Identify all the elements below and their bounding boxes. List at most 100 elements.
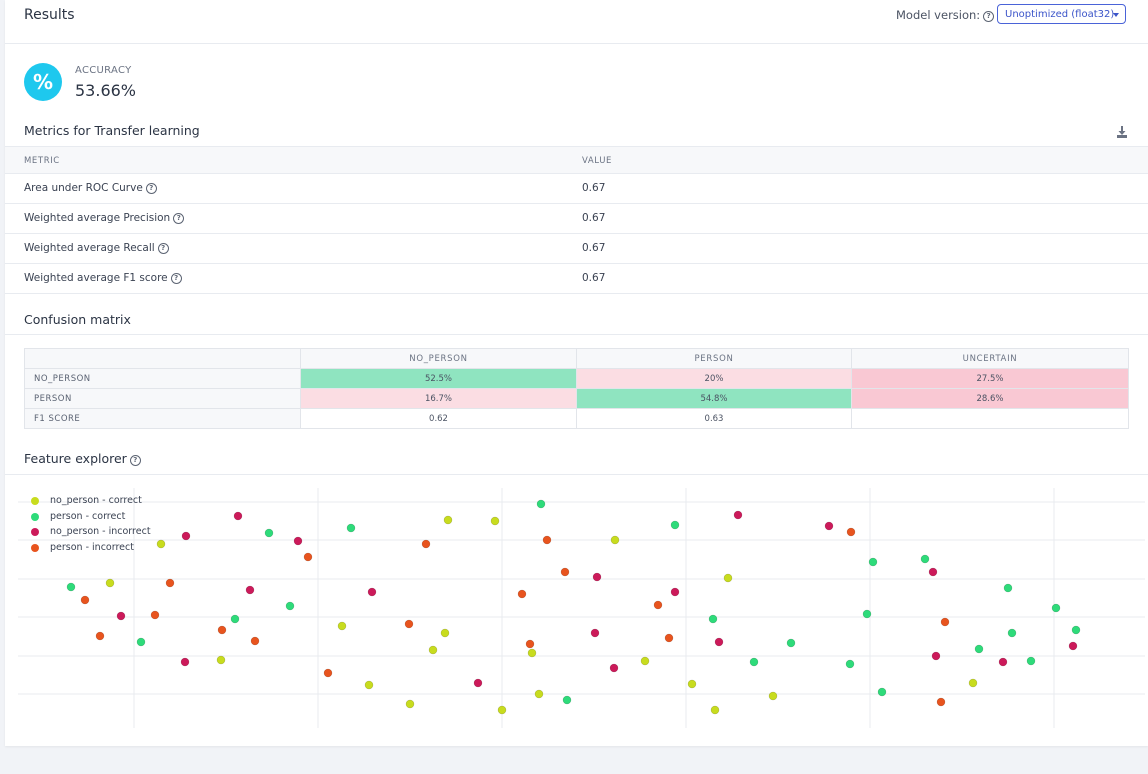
scatter-point[interactable] bbox=[733, 510, 743, 520]
scatter-point[interactable] bbox=[1071, 625, 1081, 635]
scatter-point[interactable] bbox=[708, 614, 718, 624]
legend-item[interactable]: person - incorrect bbox=[29, 540, 151, 556]
scatter-point[interactable] bbox=[150, 610, 160, 620]
scatter-point[interactable] bbox=[285, 601, 295, 611]
scatter-point[interactable] bbox=[877, 687, 887, 697]
scatter-point[interactable] bbox=[421, 539, 431, 549]
help-icon[interactable]: ? bbox=[170, 273, 182, 284]
scatter-point[interactable] bbox=[560, 567, 570, 577]
help-icon[interactable]: ? bbox=[145, 183, 157, 194]
scatter-point[interactable] bbox=[653, 600, 663, 610]
scatter-point[interactable] bbox=[824, 521, 834, 531]
scatter-point[interactable] bbox=[165, 578, 175, 588]
scatter-point[interactable] bbox=[293, 536, 303, 546]
scatter-point[interactable] bbox=[346, 523, 356, 533]
scatter-point[interactable] bbox=[233, 511, 243, 521]
scatter-point[interactable] bbox=[710, 705, 720, 715]
scatter-point[interactable] bbox=[786, 638, 796, 648]
scatter-point[interactable] bbox=[323, 668, 333, 678]
scatter-point[interactable] bbox=[714, 637, 724, 647]
metrics-header-row: METRIC VALUE bbox=[5, 146, 1148, 174]
download-icon[interactable] bbox=[1116, 125, 1128, 139]
legend-item[interactable]: no_person - incorrect bbox=[29, 524, 151, 540]
help-icon[interactable]: ? bbox=[173, 213, 185, 224]
scatter-point[interactable] bbox=[497, 705, 507, 715]
scatter-point[interactable] bbox=[181, 531, 191, 541]
scatter-point[interactable] bbox=[610, 535, 620, 545]
scatter-point[interactable] bbox=[940, 617, 950, 627]
scatter-point[interactable] bbox=[862, 609, 872, 619]
help-icon[interactable]: ? bbox=[129, 455, 141, 466]
scatter-point[interactable] bbox=[974, 644, 984, 654]
scatter-point[interactable] bbox=[592, 572, 602, 582]
scatter-point[interactable] bbox=[562, 695, 572, 705]
scatter-point[interactable] bbox=[216, 655, 226, 665]
scatter-point[interactable] bbox=[525, 639, 535, 649]
scatter-point[interactable] bbox=[440, 628, 450, 638]
column-header: PERSON bbox=[576, 348, 852, 369]
scatter-point[interactable] bbox=[845, 659, 855, 669]
matrix-cell: 16.7% bbox=[300, 388, 577, 409]
scatter-point[interactable] bbox=[180, 657, 190, 667]
scatter-point[interactable] bbox=[670, 587, 680, 597]
scatter-point[interactable] bbox=[1051, 603, 1061, 613]
scatter-point[interactable] bbox=[364, 680, 374, 690]
scatter-point[interactable] bbox=[664, 633, 674, 643]
scatter-point[interactable] bbox=[609, 663, 619, 673]
scatter-point[interactable] bbox=[303, 552, 313, 562]
legend-item[interactable]: person - correct bbox=[29, 509, 151, 525]
scatter-point[interactable] bbox=[367, 587, 377, 597]
scatter-point[interactable] bbox=[527, 648, 537, 658]
scatter-point[interactable] bbox=[230, 614, 240, 624]
scatter-point[interactable] bbox=[768, 691, 778, 701]
legend-item[interactable]: no_person - correct bbox=[29, 493, 151, 509]
scatter-point[interactable] bbox=[536, 499, 546, 509]
help-icon[interactable]: ? bbox=[157, 243, 169, 254]
feature-explorer-plot[interactable] bbox=[18, 488, 1145, 728]
scatter-point[interactable] bbox=[337, 621, 347, 631]
scatter-point[interactable] bbox=[473, 678, 483, 688]
scatter-point[interactable] bbox=[80, 595, 90, 605]
scatter-point[interactable] bbox=[542, 535, 552, 545]
scatter-point[interactable] bbox=[920, 554, 930, 564]
scatter-point[interactable] bbox=[116, 611, 126, 621]
scatter-point[interactable] bbox=[670, 520, 680, 530]
scatter-point[interactable] bbox=[517, 589, 527, 599]
scatter-point[interactable] bbox=[1026, 656, 1036, 666]
scatter-point[interactable] bbox=[428, 645, 438, 655]
scatter-point[interactable] bbox=[928, 567, 938, 577]
scatter-point[interactable] bbox=[404, 619, 414, 629]
scatter-point[interactable] bbox=[1007, 628, 1017, 638]
scatter-point[interactable] bbox=[250, 636, 260, 646]
scatter-point[interactable] bbox=[217, 625, 227, 635]
scatter-point[interactable] bbox=[590, 628, 600, 638]
scatter-point[interactable] bbox=[264, 528, 274, 538]
scatter-point[interactable] bbox=[136, 637, 146, 647]
scatter-point[interactable] bbox=[534, 689, 544, 699]
scatter-point[interactable] bbox=[687, 679, 697, 689]
scatter-point[interactable] bbox=[723, 573, 733, 583]
scatter-point[interactable] bbox=[245, 585, 255, 595]
scatter-point[interactable] bbox=[936, 697, 946, 707]
scatter-point[interactable] bbox=[640, 656, 650, 666]
model-version-select[interactable]: Unoptimized (float32) bbox=[997, 4, 1126, 24]
scatter-point[interactable] bbox=[1003, 583, 1013, 593]
help-icon[interactable]: ? bbox=[983, 11, 995, 22]
scatter-point[interactable] bbox=[1068, 641, 1078, 651]
scatter-point[interactable] bbox=[931, 651, 941, 661]
scatter-point[interactable] bbox=[105, 578, 115, 588]
f1-cell bbox=[851, 408, 1129, 429]
scatter-point[interactable] bbox=[998, 657, 1008, 667]
scatter-point[interactable] bbox=[749, 657, 759, 667]
scatter-point[interactable] bbox=[490, 516, 500, 526]
scatter-point[interactable] bbox=[156, 539, 166, 549]
scatter-point[interactable] bbox=[95, 631, 105, 641]
scatter-point[interactable] bbox=[968, 678, 978, 688]
scatter-point[interactable] bbox=[66, 582, 76, 592]
scatter-point[interactable] bbox=[443, 515, 453, 525]
metric-value: 0.67 bbox=[582, 242, 606, 254]
row-header: F1 SCORE bbox=[24, 408, 301, 429]
scatter-point[interactable] bbox=[405, 699, 415, 709]
scatter-point[interactable] bbox=[868, 557, 878, 567]
scatter-point[interactable] bbox=[846, 527, 856, 537]
